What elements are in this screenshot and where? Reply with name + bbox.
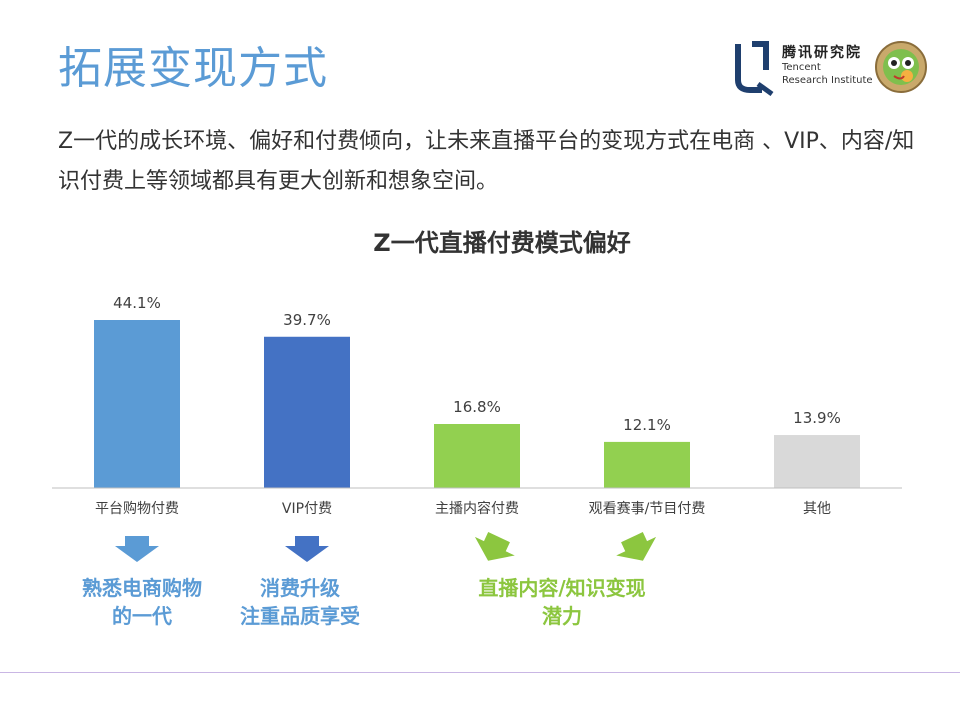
callout-content-line2: 潜力 — [542, 604, 582, 628]
callout-ecommerce: 熟悉电商购物 的一代 — [42, 574, 242, 630]
category-label-1: VIP付费 — [282, 501, 332, 517]
category-label-3: 观看赛事/节目付费 — [589, 501, 706, 517]
bar-1 — [264, 336, 350, 488]
chart-title: Z一代直播付费模式偏好 — [373, 229, 630, 257]
mascot-icon — [875, 41, 927, 93]
callout-upgrade-line1: 消费升级 — [260, 576, 340, 600]
value-label-2: 16.8% — [453, 398, 501, 416]
arrow-diagonal-icon-3 — [474, 532, 515, 561]
bar-chart: Z一代直播付费模式偏好 44.1% 平台购物付费 39.7% VIP付费 16.8% 主播… — [52, 229, 902, 562]
bar-3 — [604, 441, 690, 488]
page-title: 拓展变现方式 — [58, 43, 328, 94]
logo-en-line1: Tencent — [782, 62, 821, 73]
callout-ecommerce-line1: 熟悉电商购物 — [82, 576, 202, 600]
bar-2 — [434, 424, 520, 488]
callout-upgrade-line2: 注重品质享受 — [240, 604, 360, 628]
footer-divider — [0, 672, 960, 673]
logo-cn-text: 腾讯研究院 — [782, 45, 862, 61]
value-label-1: 39.7% — [283, 311, 331, 329]
value-label-3: 12.1% — [623, 416, 671, 434]
callout-content: 直播内容/知识变现 潜力 — [462, 574, 662, 630]
category-label-4: 其他 — [803, 501, 831, 517]
callout-content-line1: 直播内容/知识变现 — [478, 576, 646, 600]
callout-ecommerce-line2: 的一代 — [112, 604, 172, 628]
category-label-0: 平台购物付费 — [95, 501, 179, 517]
arrow-down-icon-2 — [285, 536, 329, 562]
bar-0 — [94, 320, 180, 488]
arrow-diagonal-icon-4 — [616, 532, 657, 561]
intro-paragraph: Z一代的成长环境、偏好和付费倾向，让未来直播平台的变现方式在电商 、VIP、内容… — [58, 129, 915, 194]
arrow-down-icon-1 — [115, 536, 159, 562]
value-label-0: 44.1% — [113, 294, 161, 312]
logo-en-line2: Research Institute — [782, 75, 873, 86]
category-label-2: 主播内容付费 — [435, 500, 519, 517]
bar-4 — [774, 435, 860, 488]
callout-upgrade: 消费升级 注重品质享受 — [200, 574, 400, 630]
tencent-logo-icon — [735, 41, 774, 96]
value-label-4: 13.9% — [793, 409, 841, 427]
tencent-research-logo: 腾讯研究院 Tencent Research Institute — [732, 40, 932, 96]
